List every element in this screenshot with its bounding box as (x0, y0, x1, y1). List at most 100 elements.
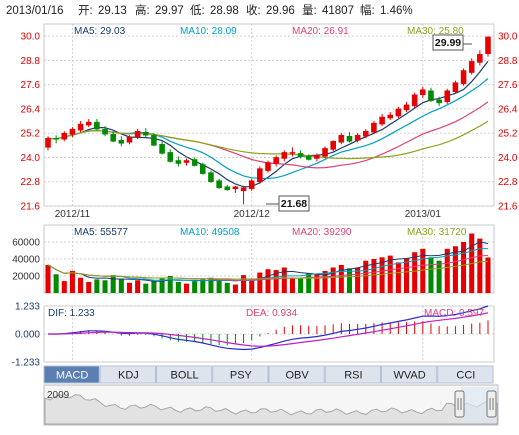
tab-cci[interactable]: CCI (437, 365, 494, 384)
candle (395, 106, 402, 119)
candle-body (53, 138, 59, 140)
macd-dea-line (48, 312, 489, 347)
tab-obv[interactable]: OBV (268, 365, 325, 384)
price-y-tick-left: 22.8 (21, 177, 41, 188)
legend-ma10: MA10: 28.09 (180, 26, 237, 37)
macd-y-axis: 1.233 0.000 -1.233 (12, 302, 41, 369)
volume-ma5-line (47, 241, 489, 282)
price-y-tick-right: 30.0 (498, 32, 518, 43)
candle (143, 128, 149, 138)
candle (468, 58, 475, 75)
candle (69, 127, 76, 138)
price-y-tick-right: 21.6 (498, 202, 518, 213)
price-y-tick-right: 26.4 (498, 104, 518, 115)
tab-background (43, 365, 100, 384)
candle (45, 136, 51, 151)
volume-bar (167, 276, 173, 293)
tab-boll[interactable]: BOLL (156, 365, 213, 384)
volume-bar (395, 262, 401, 293)
header-low: 28.98 (210, 5, 239, 17)
candle-body (240, 187, 247, 192)
macd-panel: 1.233 0.000 -1.233 DIF: 1.233 DEA: 0.934 M… (12, 302, 495, 369)
candle (110, 131, 116, 143)
volume-bar (249, 279, 255, 293)
header-high-label: 高: (135, 3, 150, 17)
volume-bar (159, 278, 165, 293)
tab-label: BOLL (171, 370, 199, 382)
tab-macd[interactable]: MACD (43, 365, 100, 384)
price-y-tick-left: 24.0 (21, 153, 41, 164)
macd-y-tick: -1.233 (12, 358, 41, 369)
header-low-label: 低: (190, 4, 205, 17)
candle (387, 111, 393, 121)
volume-bar (281, 267, 287, 293)
tab-label: MACD (56, 370, 88, 382)
volume-bar (224, 282, 230, 293)
header-close-label: 收: (246, 3, 261, 17)
tab-background (324, 365, 381, 384)
navigator-history-area (44, 394, 498, 425)
candle (436, 96, 442, 106)
candle-body (126, 136, 133, 143)
tab-psy[interactable]: PSY (212, 365, 269, 384)
volume-bar (379, 257, 385, 293)
tab-rsi[interactable]: RSI (324, 365, 381, 384)
price-x-tick: 2013/01 (405, 209, 442, 220)
volume-bar (69, 270, 75, 293)
candle-body (257, 168, 263, 182)
macd-legend-dif: DIF: 1.233 (48, 308, 95, 319)
volume-bar (436, 260, 442, 293)
volume-bar (257, 272, 263, 293)
volume-legend-ma10: MA10: 49508 (180, 227, 240, 238)
volume-bar (126, 282, 133, 293)
candle-body (77, 123, 84, 131)
navigator-right-handle[interactable] (486, 390, 497, 418)
tab-kdj[interactable]: KDJ (99, 365, 156, 384)
volume-bar (371, 259, 377, 293)
header-volume: 41807 (322, 5, 354, 17)
candle (248, 178, 255, 191)
candle-body (134, 130, 141, 138)
candle-body (191, 159, 198, 166)
volume-bar (175, 281, 181, 293)
candle (322, 146, 328, 159)
volume-ma30-line (47, 260, 489, 280)
price-legend: MA5: 29.03 MA10: 28.09 MA20: 26.91 MA30:… (74, 26, 464, 37)
candle-body (411, 94, 418, 107)
volume-bar (151, 281, 157, 293)
price-y-tick-left: 26.4 (21, 104, 41, 115)
volume-bar (452, 246, 458, 293)
candle (200, 162, 206, 175)
price-ma30-line (47, 120, 489, 160)
high-callout-box (432, 34, 464, 51)
navigator-left-handle[interactable] (454, 390, 465, 418)
candle-body (371, 122, 377, 133)
volume-bar (273, 270, 279, 293)
candle (346, 132, 353, 143)
tab-wvad[interactable]: WVAD (381, 365, 438, 384)
price-x-tick: 2012/12 (234, 209, 271, 220)
candle-body (428, 90, 434, 102)
volume-y-tick: 60000 (12, 238, 40, 249)
candle-body (175, 160, 182, 164)
volume-y-axis: 60000 40000 20000 (12, 238, 40, 283)
candle (183, 158, 190, 166)
volume-bar (461, 242, 467, 293)
volume-legend-ma20: MA20: 39290 (292, 227, 352, 238)
header-date: 2013/01/16 (6, 5, 64, 17)
header-high: 29.97 (155, 5, 184, 17)
candle (77, 121, 84, 133)
candle-body (69, 128, 76, 135)
candle (208, 170, 214, 183)
candle (428, 87, 434, 102)
volume-bar (102, 280, 108, 293)
volume-legend: MA5: 55577 MA10: 49508 MA20: 39290 MA30:… (74, 227, 467, 238)
candle-body (232, 186, 239, 190)
candle-body (208, 172, 214, 182)
header-volume-label: 量: (302, 4, 317, 17)
candle-body (265, 162, 271, 171)
candle-body (387, 114, 393, 119)
volume-ma-lines (47, 241, 489, 282)
candle (102, 126, 108, 137)
